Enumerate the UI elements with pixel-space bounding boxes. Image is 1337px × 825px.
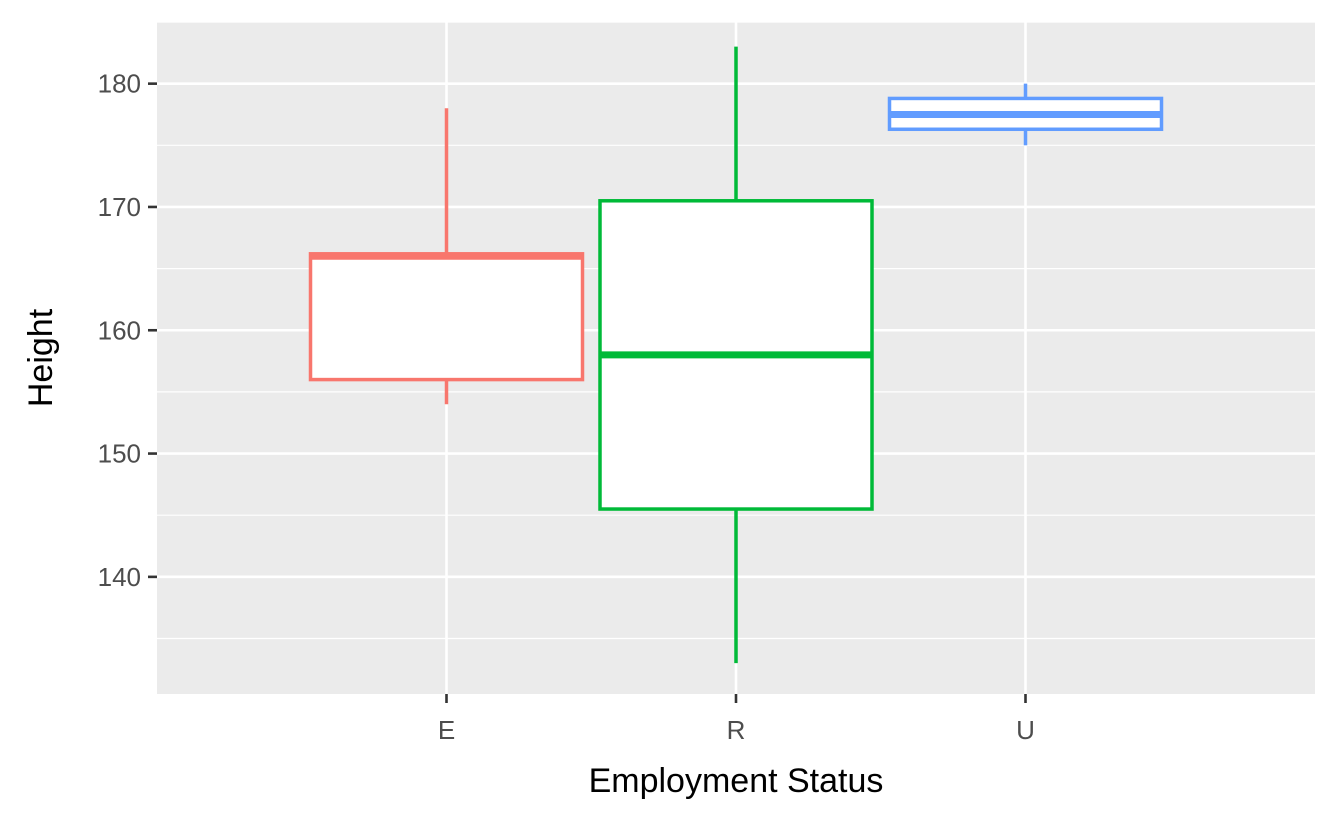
y-axis-title: Height	[22, 308, 60, 407]
x-tick-label: R	[727, 715, 746, 745]
x-tick-label: E	[438, 715, 455, 745]
y-tick-label: 180	[98, 69, 141, 99]
box-E-iqr-box	[308, 252, 585, 382]
y-axis: 140 150 160 170 180	[98, 69, 157, 592]
y-tick-label: 170	[98, 192, 141, 222]
x-axis-title: Employment Status	[589, 762, 884, 800]
x-tick-label: U	[1016, 715, 1035, 745]
y-tick-label: 160	[98, 315, 141, 345]
y-tick-label: 140	[98, 562, 141, 592]
y-tick-label: 150	[98, 439, 141, 469]
boxes	[308, 46, 1164, 664]
